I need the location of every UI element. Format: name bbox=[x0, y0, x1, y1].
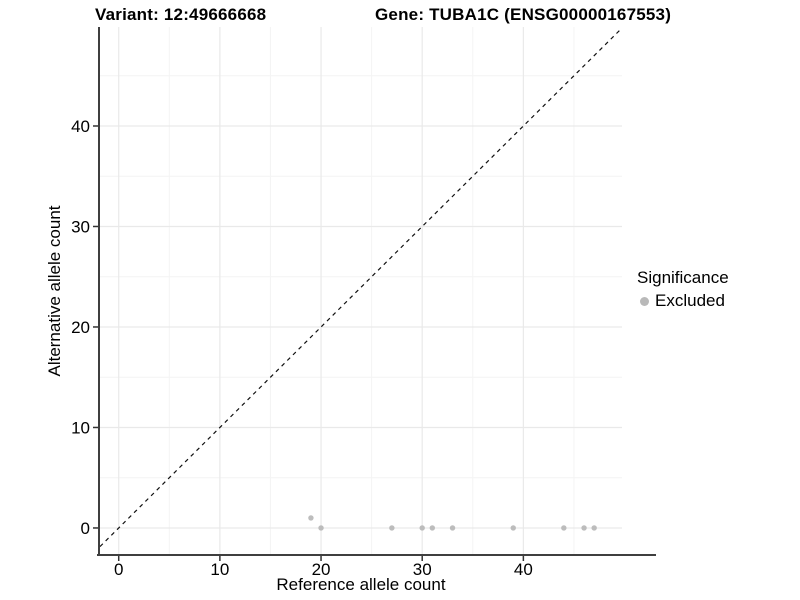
legend-entry: Excluded bbox=[637, 291, 729, 311]
legend: Significance Excluded bbox=[637, 268, 729, 311]
y-tick-label: 20 bbox=[71, 318, 90, 337]
identity-dashed-line bbox=[99, 27, 623, 547]
legend-title: Significance bbox=[637, 268, 729, 287]
data-point bbox=[581, 525, 587, 531]
data-point bbox=[308, 515, 314, 521]
data-point bbox=[389, 525, 395, 531]
x-tick-label: 20 bbox=[312, 560, 331, 579]
variant-title: Variant: 12:49666668 bbox=[95, 5, 267, 24]
data-point bbox=[449, 525, 456, 531]
y-tick-label: 10 bbox=[71, 418, 90, 437]
legend-point-icon bbox=[640, 296, 649, 306]
legend-entry-label: Excluded bbox=[655, 291, 725, 310]
x-tick-label: 30 bbox=[413, 560, 432, 579]
data-point bbox=[510, 525, 516, 531]
x-tick-label: 40 bbox=[514, 560, 533, 579]
data-point bbox=[429, 525, 436, 531]
x-tick-label: 0 bbox=[114, 560, 123, 579]
data-point bbox=[318, 525, 324, 531]
x-axis-title: Reference allele count bbox=[276, 575, 446, 594]
y-axis-title: Alternative allele count bbox=[45, 205, 64, 377]
data-point bbox=[591, 525, 597, 531]
data-point bbox=[419, 525, 425, 531]
y-tick-label: 0 bbox=[81, 519, 90, 538]
gene-title: Gene: TUBA1C (ENSG00000167553) bbox=[375, 5, 672, 24]
x-tick-label: 10 bbox=[210, 560, 229, 579]
data-point bbox=[561, 525, 567, 531]
y-tick-label: 40 bbox=[71, 117, 90, 136]
y-tick-label: 30 bbox=[71, 217, 90, 236]
